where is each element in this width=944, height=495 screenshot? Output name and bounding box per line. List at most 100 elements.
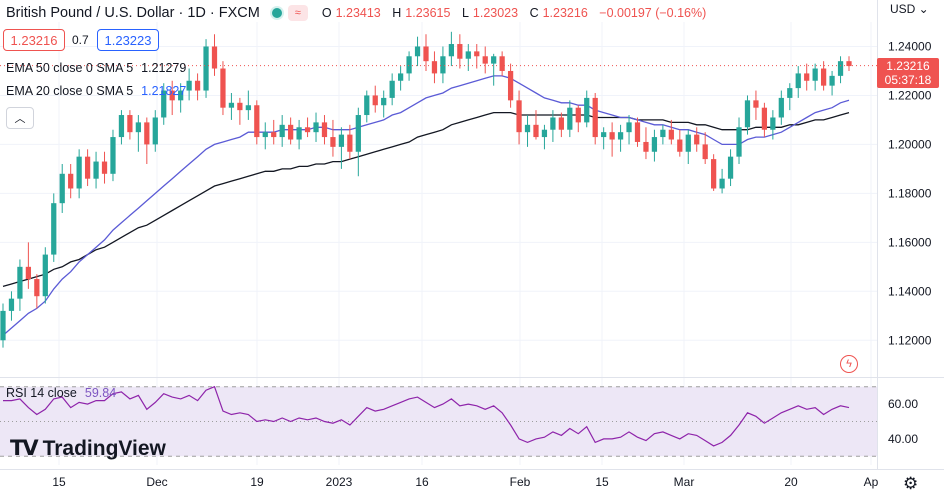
candle: [321, 115, 328, 145]
candle: [736, 117, 742, 164]
ema50-path: [2, 111, 850, 288]
candle: [592, 93, 598, 145]
candle: [397, 66, 404, 91]
rsi-tick-label: 60.00: [888, 397, 918, 411]
rsi-legend[interactable]: RSI 14 close 59.84: [6, 386, 117, 400]
candle-body: [592, 97, 598, 138]
candle-body: [330, 137, 336, 147]
candle-body: [761, 107, 768, 130]
candle: [668, 119, 674, 145]
ema20-path: [2, 75, 850, 336]
candle-body: [338, 134, 345, 147]
candle: [110, 129, 116, 182]
time-tick-label: 15: [595, 475, 609, 489]
candle-body: [245, 105, 251, 111]
candle: [118, 110, 125, 145]
time-tick-label: 2023: [326, 475, 353, 489]
candle-body: [575, 107, 581, 123]
candle-body: [440, 56, 446, 74]
candle-body: [271, 132, 277, 138]
candle-body: [364, 95, 370, 116]
candle-body: [355, 115, 361, 152]
candle: [262, 122, 268, 150]
candle-body: [837, 61, 844, 76]
price-tick-label: 1.24000: [888, 39, 932, 53]
candle: [313, 112, 319, 142]
candle: [51, 193, 57, 262]
candle-body: [118, 115, 125, 138]
candle: [330, 119, 336, 157]
candle: [626, 115, 632, 145]
tradingview-logo[interactable]: 𝗧𝗩 TradingView: [10, 436, 166, 461]
buy-button[interactable]: 1.23223: [97, 29, 159, 51]
candle: [550, 110, 556, 142]
approximate-data-icon[interactable]: ≈: [287, 5, 308, 21]
collapse-legend-button[interactable]: ︿: [6, 107, 34, 129]
flash-icon[interactable]: ϟ: [840, 355, 858, 373]
candle-body: [787, 88, 793, 98]
candle-body: [846, 61, 852, 67]
candle: [507, 63, 514, 108]
ema50-line: [2, 111, 850, 288]
candle: [761, 102, 768, 138]
market-open-indicator-icon[interactable]: [269, 6, 284, 20]
candle: [677, 129, 683, 157]
time-tick-label: Mar: [674, 475, 695, 489]
candle: [516, 90, 522, 145]
candle-body: [34, 279, 40, 297]
candle-body: [51, 203, 57, 255]
candle-body: [812, 68, 818, 81]
candle-body: [203, 46, 209, 91]
candle-body: [68, 173, 74, 189]
candle-body: [211, 46, 218, 69]
candle: [787, 83, 793, 111]
candle: [406, 51, 412, 81]
candle: [601, 127, 607, 150]
candle-body: [795, 73, 801, 89]
candle-body: [414, 46, 421, 57]
candle: [228, 93, 235, 120]
candle: [161, 83, 167, 125]
candle-body: [524, 124, 531, 133]
candle-body: [677, 139, 683, 152]
candle-body: [101, 161, 108, 174]
candle: [304, 117, 311, 138]
candle-body: [660, 129, 666, 138]
ema20-legend[interactable]: EMA 20 close 0 SMA 5 1.21827: [6, 84, 187, 98]
ohlc-values: O 1.23413 H 1.23615 L 1.23023 C 1.23216 −0.0…: [321, 6, 707, 20]
gear-icon[interactable]: ⚙: [903, 474, 919, 493]
candle-body: [254, 105, 260, 138]
candle: [491, 53, 497, 86]
time-tick-label: 20: [784, 475, 798, 489]
candle: [609, 122, 615, 157]
candle-body: [25, 266, 32, 280]
candle-body: [389, 80, 395, 98]
candle: [59, 164, 65, 213]
ema50-legend[interactable]: EMA 50 close 0 SMA 5 1.21279: [6, 61, 187, 75]
candle: [186, 68, 192, 101]
candle: [135, 115, 141, 152]
candle-body: [601, 132, 607, 138]
candle-body: [567, 107, 573, 130]
symbol-title[interactable]: British Pound / U.S. Dollar · 1D · FXCM: [6, 5, 260, 21]
candle: [643, 127, 649, 160]
candle-body: [685, 134, 691, 152]
candle: [702, 132, 708, 164]
rsi-pane: [0, 385, 877, 457]
candle: [634, 117, 641, 147]
currency-selector[interactable]: USD ⌄: [890, 2, 929, 16]
candle: [744, 95, 751, 135]
candle-body: [744, 100, 751, 128]
candle: [727, 149, 734, 187]
candle: [584, 90, 590, 128]
candle-body: [507, 70, 514, 101]
tradingview-logo-icon: 𝗧𝗩: [10, 437, 39, 460]
candle: [846, 56, 852, 71]
sell-button[interactable]: 1.23216: [3, 29, 65, 51]
candle-body: [668, 129, 674, 140]
candle: [448, 31, 455, 67]
candle-body: [178, 90, 184, 101]
candle: [101, 151, 108, 184]
candle-body: [397, 73, 404, 81]
